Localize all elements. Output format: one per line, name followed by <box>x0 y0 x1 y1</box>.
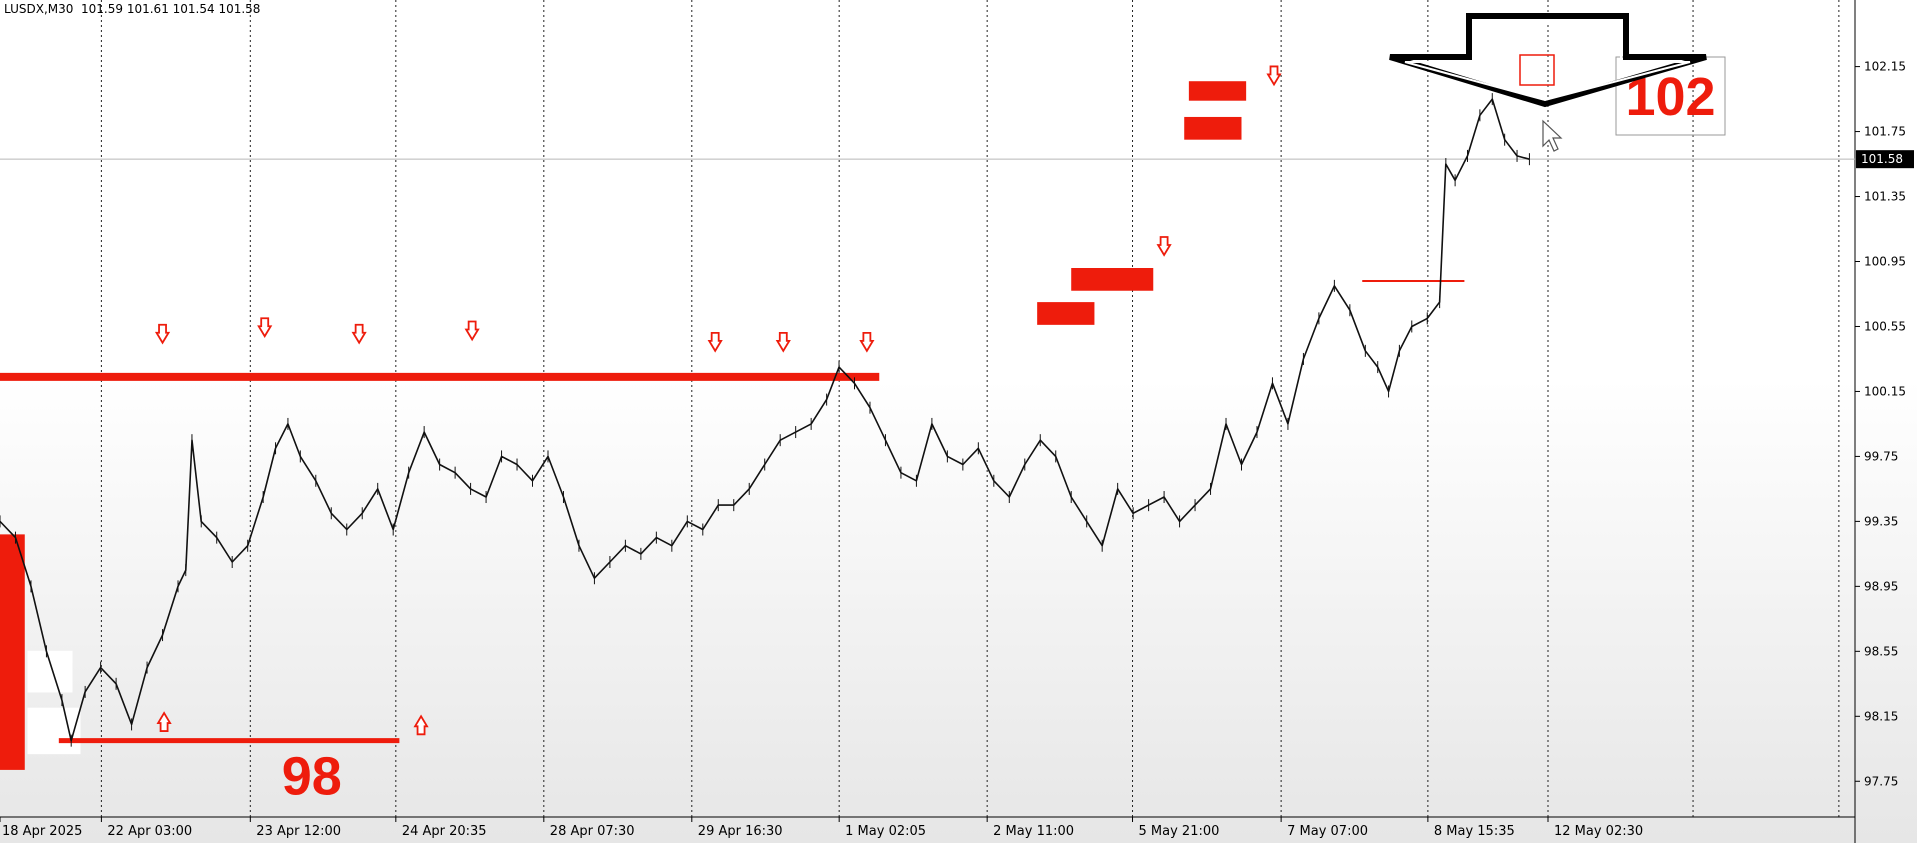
y-tick-label: 98.15 <box>1864 709 1898 723</box>
up-arrow-icon <box>413 714 429 736</box>
ohlc-values: 101.59 101.61 101.54 101.58 <box>81 2 261 16</box>
current-price-label: 101.58 <box>1861 152 1903 166</box>
x-tick-label: 28 Apr 07:30 <box>550 824 635 839</box>
red-zone <box>1188 81 1247 101</box>
symbol-info: LUSDX,M30 101.59 101.61 101.54 101.58 <box>4 2 260 16</box>
y-tick-label: 100.15 <box>1864 384 1906 398</box>
zone-gap <box>27 650 73 693</box>
down-arrow-icon <box>707 331 723 353</box>
red-zone <box>1037 302 1095 325</box>
mouse-cursor-icon <box>1542 119 1563 152</box>
down-arrow-icon <box>859 331 875 353</box>
y-tick-label: 100.55 <box>1864 319 1906 333</box>
red-zone <box>1071 268 1154 291</box>
y-tick-label: 102.15 <box>1864 60 1906 74</box>
symbol-name: LUSDX,M30 <box>4 2 74 16</box>
x-tick-label: 2 May 11:00 <box>993 824 1074 839</box>
x-tick-label: 23 Apr 12:00 <box>256 824 341 839</box>
level-label-98: 98 <box>282 746 342 806</box>
y-tick-label: 99.75 <box>1864 449 1898 463</box>
current-price-badge <box>1856 150 1914 169</box>
y-tick-label: 100.95 <box>1864 255 1906 269</box>
red-zone <box>1184 116 1242 140</box>
y-tick-label: 98.55 <box>1864 644 1898 658</box>
zone-gap <box>27 707 81 755</box>
down-arrow-icon <box>464 320 480 342</box>
y-tick-label: 99.35 <box>1864 514 1898 528</box>
y-tick-label: 97.75 <box>1864 774 1898 788</box>
big-down-arrow-icon <box>1389 13 1707 108</box>
price-line <box>0 98 1530 742</box>
x-tick-label: 22 Apr 03:00 <box>107 824 192 839</box>
x-tick-label: 12 May 02:30 <box>1554 824 1643 839</box>
down-arrow-icon <box>1156 236 1172 257</box>
x-tick-label: 18 Apr 2025 <box>2 824 82 839</box>
up-arrow-icon <box>156 711 172 732</box>
big-down-arrow-inner <box>1404 20 1691 102</box>
y-tick-label: 101.35 <box>1864 190 1906 204</box>
x-tick-label: 24 Apr 20:35 <box>402 824 487 839</box>
down-arrow-icon <box>154 323 171 345</box>
y-tick-label: 98.95 <box>1864 579 1898 593</box>
down-arrow-icon <box>351 323 367 345</box>
x-tick-label: 1 May 02:05 <box>845 824 926 839</box>
down-arrow-icon <box>1266 65 1282 87</box>
y-tick-label: 101.75 <box>1864 125 1906 139</box>
x-tick-label: 5 May 21:00 <box>1139 824 1220 839</box>
marker-box <box>1519 54 1555 86</box>
x-tick-label: 8 May 15:35 <box>1434 824 1515 839</box>
x-tick-label: 29 Apr 16:30 <box>698 824 783 839</box>
down-arrow-icon <box>257 317 273 338</box>
red-zone <box>0 534 25 770</box>
x-tick-label: 7 May 07:00 <box>1287 824 1368 839</box>
down-arrow-icon <box>775 331 791 353</box>
